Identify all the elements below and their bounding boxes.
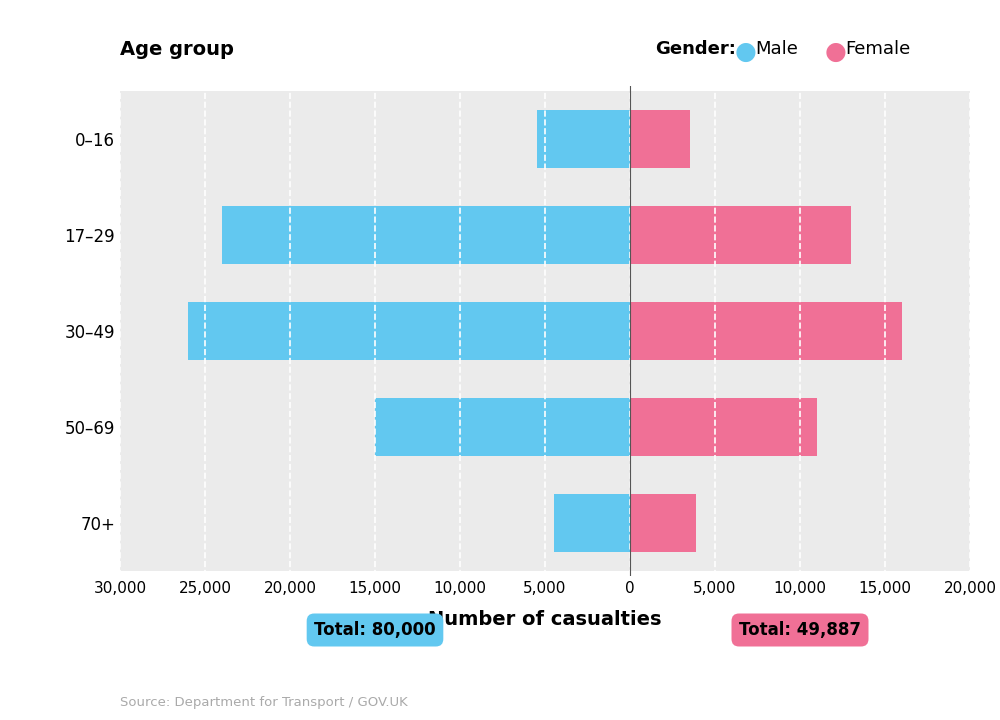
Text: ●: ● — [735, 40, 757, 63]
Text: Male: Male — [755, 40, 798, 58]
Text: Total: 80,000: Total: 80,000 — [314, 621, 436, 639]
Bar — [188, 302, 630, 360]
Bar — [120, 187, 970, 283]
Text: Gender:: Gender: — [655, 40, 736, 58]
Text: Total: 49,887: Total: 49,887 — [739, 621, 861, 639]
Bar — [630, 110, 690, 168]
Bar — [630, 207, 851, 264]
Bar — [120, 379, 970, 475]
Bar — [375, 398, 630, 456]
Bar — [536, 110, 630, 168]
Text: Age group: Age group — [120, 40, 234, 58]
Text: Female: Female — [845, 40, 910, 58]
Text: Source: Department for Transport / GOV.UK: Source: Department for Transport / GOV.U… — [120, 696, 408, 709]
Bar — [222, 207, 630, 264]
Bar — [630, 302, 902, 360]
Bar — [554, 495, 630, 552]
Bar — [120, 475, 970, 571]
Bar — [120, 91, 970, 187]
Bar — [630, 398, 817, 456]
Bar — [630, 495, 696, 552]
X-axis label: Number of casualties: Number of casualties — [428, 610, 662, 629]
Text: ●: ● — [825, 40, 847, 63]
Bar — [120, 283, 970, 379]
